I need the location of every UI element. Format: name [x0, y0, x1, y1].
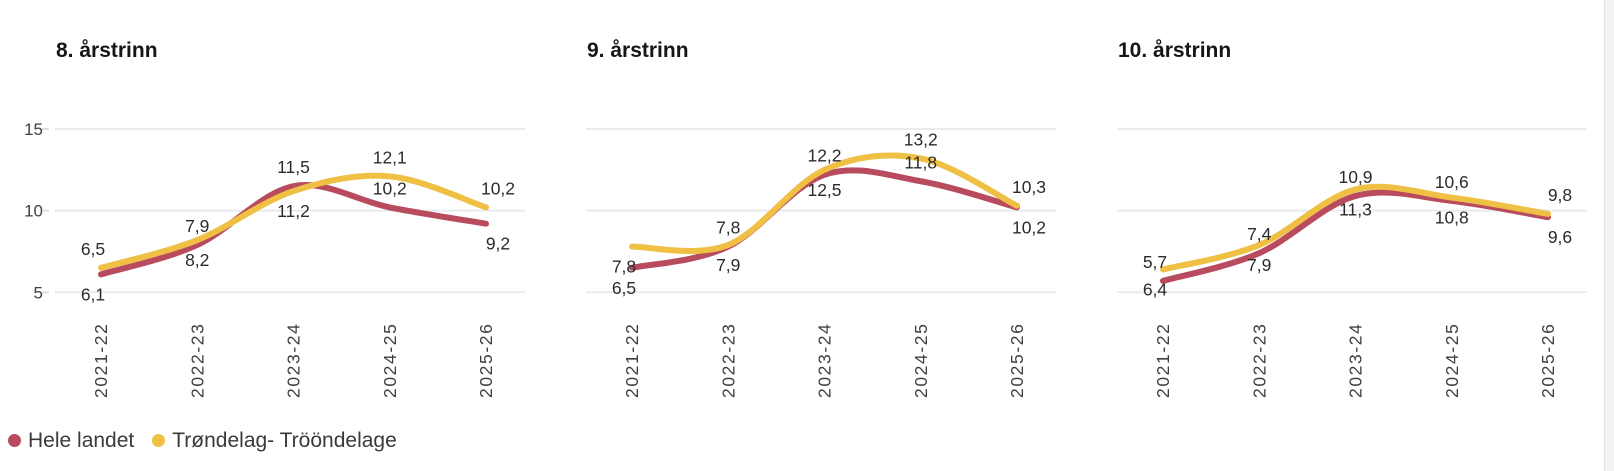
data-label: 7,8 [612, 257, 636, 277]
data-label: 8,2 [185, 250, 209, 270]
data-label: 5,7 [1143, 252, 1167, 272]
chart-title: 9. årstrinn [587, 39, 689, 62]
legend-item[interactable]: Hele landet [8, 430, 134, 451]
data-label: 11,8 [904, 152, 937, 172]
legend-color-dot [8, 434, 21, 447]
data-label: 6,5 [81, 239, 105, 259]
data-label: 11,3 [1339, 199, 1372, 219]
data-label: 12,1 [373, 147, 407, 167]
x-tick-label: 2021-22 [622, 323, 642, 398]
data-label: 6,5 [612, 278, 636, 298]
x-tick-label: 2025-26 [476, 323, 496, 398]
line-chart-svg[interactable]: 10. årstrinn 2021-22 2022-23 2023-24 2024-25… [1072, 0, 1603, 410]
series-line-trondelag[interactable] [629, 152, 1020, 255]
x-tick-label: 2024-25 [911, 323, 931, 398]
data-label: 7,8 [716, 218, 740, 238]
series-line-hele-landet[interactable] [98, 182, 489, 278]
data-label: 10,2 [1012, 217, 1046, 237]
data-label: 11,5 [277, 157, 310, 177]
data-label: 12,5 [807, 180, 841, 200]
chart-title: 10. årstrinn [1118, 39, 1231, 62]
x-tick-label: 2022-23 [1249, 323, 1269, 398]
x-tick-label: 2022-23 [718, 323, 738, 398]
data-label: 10,2 [481, 178, 515, 198]
data-label: 6,4 [1143, 279, 1168, 299]
chart-8-arstrinn[interactable]: 8. årstrinn 15 10 5 2021-22 2022-23 2023-24 202… [10, 0, 541, 410]
y-axis-tick-label: 10 [24, 202, 43, 221]
series-line-trondelag[interactable] [1160, 183, 1551, 273]
line-chart-svg[interactable]: 9. årstrinn 2021-22 2022-23 2023-24 2024-25 2… [541, 0, 1072, 410]
x-tick-label: 2023-24 [284, 323, 304, 398]
x-tick-label: 2024-25 [1442, 323, 1462, 398]
data-label: 10,3 [1012, 177, 1046, 197]
data-label: 7,9 [1247, 255, 1271, 275]
legend-color-dot [152, 434, 166, 447]
window-edge-strip [1604, 0, 1614, 471]
x-tick-label: 2025-26 [1007, 323, 1027, 398]
x-tick-label: 2022-23 [187, 323, 207, 398]
data-label: 6,1 [81, 284, 105, 304]
y-axis-tick-label: 15 [24, 120, 43, 139]
line-chart-svg[interactable]: 8. årstrinn 15 10 5 2021-22 2022-23 2023-24 202… [10, 0, 541, 410]
y-axis-tick-label: 5 [34, 283, 43, 302]
series-line-hele-landet[interactable] [629, 167, 1020, 271]
data-label: 10,8 [1435, 208, 1469, 228]
legend: Hele landet Trøndelag- Trööndelage [8, 430, 397, 451]
data-label: 9,8 [1548, 185, 1572, 205]
x-tick-label: 2021-22 [91, 323, 111, 398]
legend-item[interactable]: Trøndelag- Trööndelage [152, 430, 397, 451]
x-tick-label: 2024-25 [380, 323, 400, 398]
data-label: 9,6 [1548, 227, 1572, 247]
small-multiples-row: 8. årstrinn 15 10 5 2021-22 2022-23 2023-24 202… [10, 0, 1603, 410]
chart-10-arstrinn[interactable]: 10. årstrinn 2021-22 2022-23 2023-24 2024-25… [1072, 0, 1603, 410]
legend-label: Trøndelag- Trööndelage [172, 429, 397, 452]
legend-label: Hele landet [28, 429, 135, 452]
data-label: 7,9 [185, 216, 209, 236]
data-label: 10,6 [1435, 172, 1469, 192]
data-label: 10,2 [373, 178, 407, 198]
data-label: 11,2 [277, 201, 310, 221]
x-tick-label: 2021-22 [1153, 323, 1173, 398]
x-tick-label: 2025-26 [1538, 323, 1558, 398]
series-line-trondelag[interactable] [98, 172, 489, 271]
x-tick-label: 2023-24 [815, 323, 835, 398]
data-label: 7,4 [1247, 224, 1272, 244]
data-label: 10,9 [1338, 167, 1372, 187]
x-tick-label: 2023-24 [1346, 323, 1366, 398]
data-label: 13,2 [904, 129, 938, 149]
chart-9-arstrinn[interactable]: 9. årstrinn 2021-22 2022-23 2023-24 2024-25 2… [541, 0, 1072, 410]
data-label: 12,2 [807, 146, 841, 166]
data-label: 7,9 [716, 255, 740, 275]
chart-title: 8. årstrinn [56, 39, 158, 62]
data-label: 9,2 [486, 234, 510, 254]
